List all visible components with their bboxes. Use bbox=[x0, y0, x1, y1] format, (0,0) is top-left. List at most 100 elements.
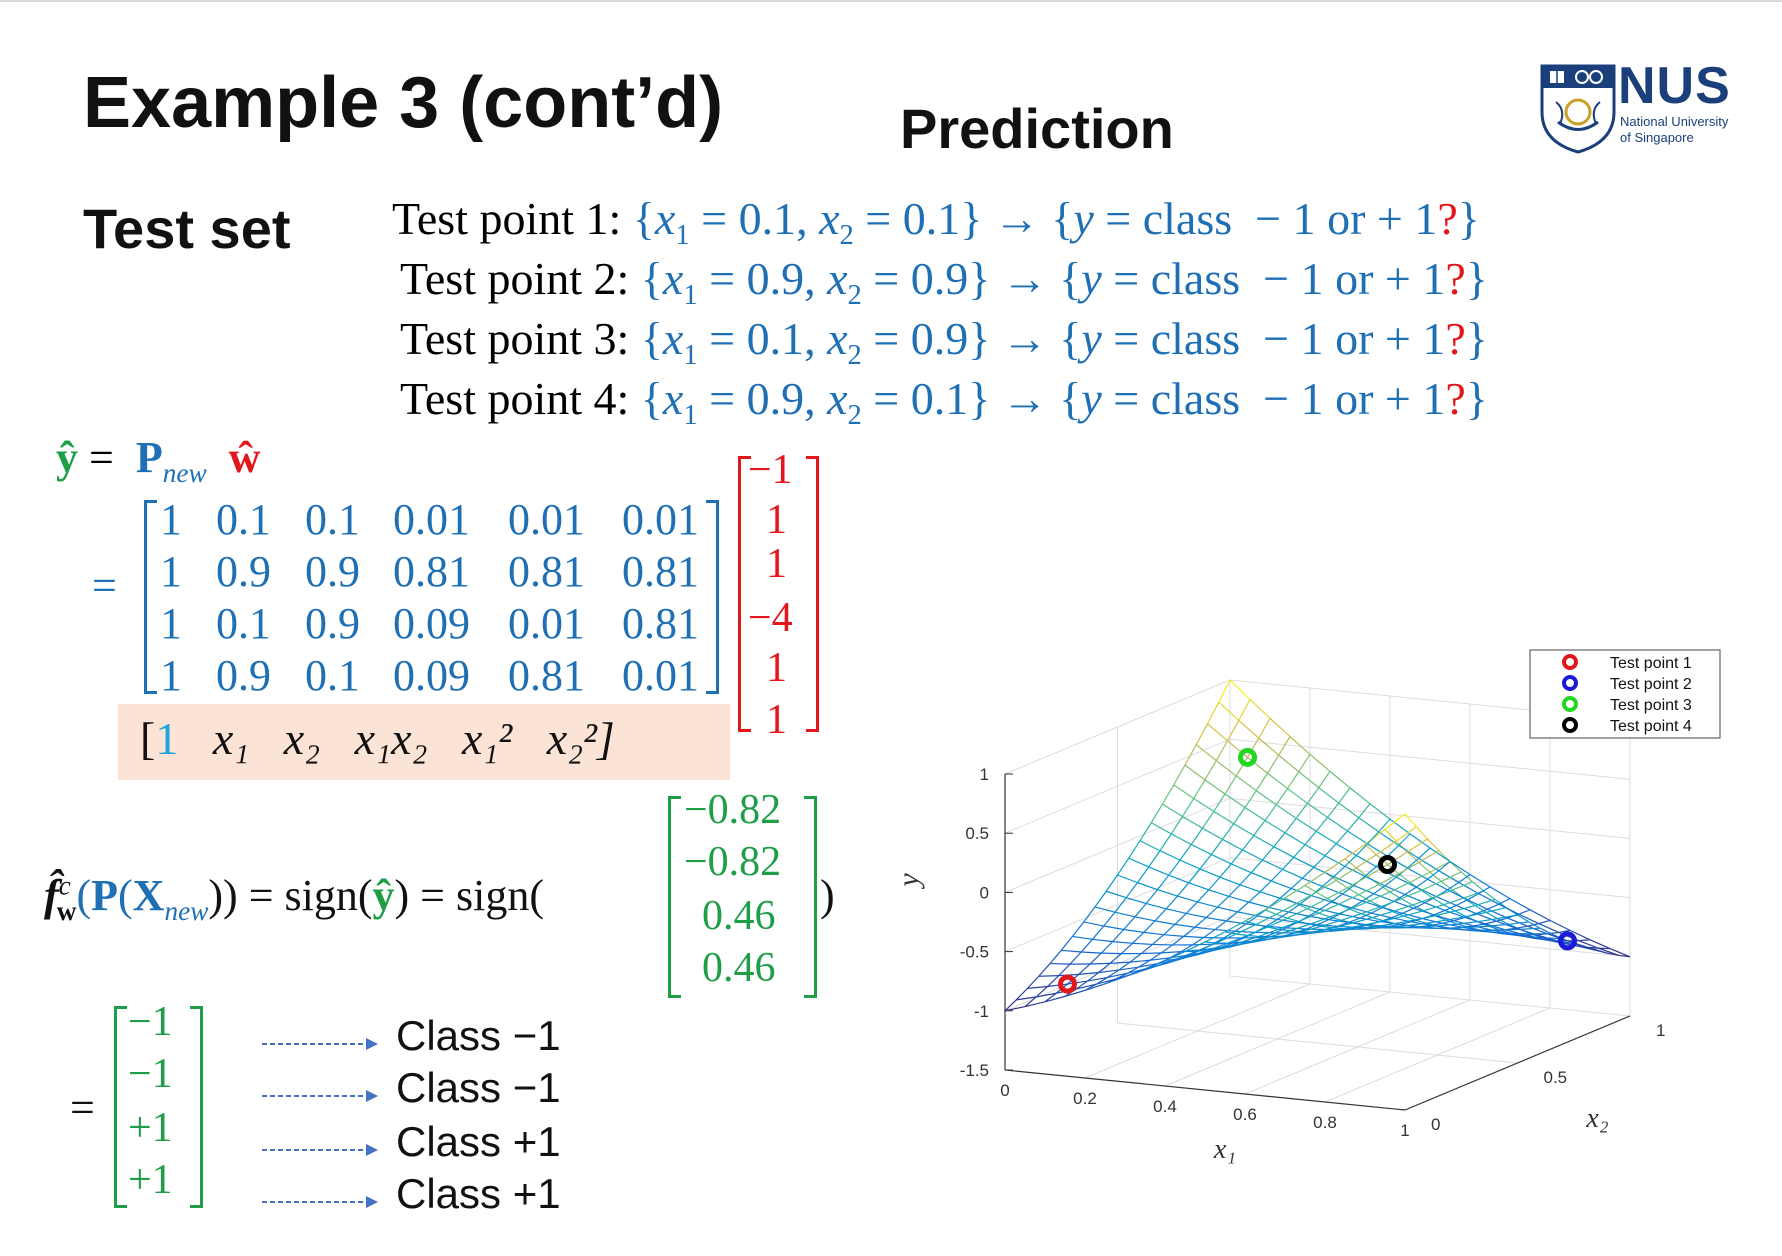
surface-mesh-line bbox=[1248, 901, 1269, 908]
x2-axis-line bbox=[1404, 1015, 1631, 1111]
surface-mesh-line bbox=[1313, 855, 1326, 868]
surface-mesh-line bbox=[1527, 925, 1548, 935]
surface-mesh-line bbox=[1185, 901, 1198, 914]
x1-tick-label: 0.6 bbox=[1233, 1105, 1257, 1124]
surface-mesh-line bbox=[1183, 935, 1204, 939]
P-matrix-cell: 0.01 bbox=[622, 651, 699, 700]
surface-mesh-line bbox=[1177, 882, 1190, 897]
surface-mesh-line bbox=[1216, 933, 1237, 944]
x2-tick-label: 0 bbox=[1431, 1115, 1440, 1134]
surface-mesh-line bbox=[1434, 910, 1456, 917]
surface-mesh-line bbox=[1487, 908, 1508, 919]
surface-mesh-line bbox=[1197, 889, 1210, 903]
surface-mesh-line bbox=[1415, 878, 1428, 888]
surface-mesh-line bbox=[1214, 920, 1227, 931]
class-row: Class −1 bbox=[262, 1012, 582, 1072]
surface-mesh-line bbox=[1307, 897, 1328, 910]
surface-mesh-line bbox=[1446, 915, 1467, 921]
surface-mesh-line bbox=[1166, 908, 1187, 915]
P-matrix-right-bracket bbox=[706, 500, 719, 694]
w-vector-entry: 1 bbox=[766, 645, 787, 691]
test-point-options: − 1 or + 1 bbox=[1263, 373, 1446, 424]
surface-mesh-line bbox=[1343, 924, 1364, 930]
surface-mesh-line bbox=[1215, 760, 1237, 777]
surface-mesh-line bbox=[1311, 894, 1332, 903]
test-point-expression: {x1 = 0.9, x2 = 0.9} → {y = class − 1 or… bbox=[640, 253, 1488, 312]
surface-mesh-line bbox=[1092, 938, 1113, 943]
surface-mesh-line bbox=[1341, 913, 1362, 921]
surface-mesh-line bbox=[1423, 904, 1444, 912]
surface-mesh-line bbox=[1072, 921, 1085, 937]
surface-mesh-line bbox=[1150, 803, 1164, 824]
surface-mesh-line bbox=[1424, 902, 1446, 911]
surface-mesh-line bbox=[1364, 828, 1386, 845]
surface-mesh-line bbox=[1232, 937, 1244, 944]
surface-mesh-line bbox=[1476, 908, 1488, 915]
surface-mesh-line bbox=[1126, 897, 1147, 905]
surface-mesh-line bbox=[1208, 889, 1229, 897]
surface-mesh-line bbox=[1347, 830, 1368, 845]
surface-mesh-line bbox=[1208, 876, 1221, 891]
surface-mesh-line bbox=[1378, 883, 1391, 893]
surface-mesh-line bbox=[1362, 893, 1375, 902]
surface-mesh-line bbox=[1152, 943, 1173, 946]
surface-mesh-line bbox=[1378, 818, 1391, 833]
wall-z-gridline bbox=[1004, 857, 1631, 953]
w-vector-left-bracket bbox=[738, 456, 751, 732]
surface-mesh-line bbox=[1157, 874, 1170, 891]
test-point-class-text: = class bbox=[1101, 253, 1252, 304]
surface-mesh-line bbox=[1328, 913, 1341, 921]
surface-mesh-line bbox=[1367, 864, 1388, 877]
legend-label: Test point 4 bbox=[1610, 718, 1692, 735]
surface-mesh-line bbox=[1393, 894, 1406, 902]
surface-mesh-line bbox=[1273, 846, 1295, 858]
surface-mesh-line bbox=[1246, 737, 1260, 758]
surface-mesh-line bbox=[1453, 916, 1466, 922]
surface-mesh-line bbox=[1342, 885, 1355, 895]
surface-mesh-line bbox=[1069, 951, 1082, 965]
surface-mesh-line bbox=[1242, 835, 1255, 851]
P-matrix-cell: 0.01 bbox=[622, 495, 699, 544]
surface-mesh-line bbox=[1309, 753, 1331, 772]
test-point-y: y bbox=[1081, 313, 1102, 364]
surface-mesh-line bbox=[1549, 919, 1571, 931]
surface-mesh-line bbox=[1247, 926, 1268, 937]
surface-mesh-line bbox=[1487, 903, 1499, 910]
surface-mesh-line bbox=[1237, 901, 1250, 913]
surface-mesh-line bbox=[1128, 857, 1149, 868]
surface-mesh-line bbox=[1268, 906, 1289, 913]
surface-mesh-line bbox=[1491, 931, 1512, 934]
surface-mesh-line bbox=[1373, 885, 1386, 895]
surface-mesh-line bbox=[1349, 900, 1371, 910]
surface-mesh-line bbox=[1415, 886, 1437, 898]
surface-mesh-line bbox=[1163, 934, 1184, 937]
surface-mesh-line bbox=[1035, 986, 1048, 998]
surface-mesh-line bbox=[1335, 843, 1357, 856]
surface-mesh-line bbox=[1162, 803, 1183, 817]
y-tick-label: 0.5 bbox=[965, 824, 989, 843]
x1-axis-line bbox=[1004, 1069, 1406, 1111]
surface-mesh-line bbox=[1459, 928, 1481, 931]
surface-mesh-line bbox=[1333, 865, 1346, 878]
test-set-label: Test set bbox=[83, 197, 291, 260]
surface-mesh-line bbox=[1298, 912, 1319, 923]
surface-mesh-line bbox=[1204, 931, 1226, 943]
surface-mesh-line bbox=[1103, 925, 1124, 931]
surface-mesh-line bbox=[1367, 831, 1380, 845]
surface-mesh-line bbox=[1047, 983, 1068, 988]
nus-logo: NUS National University of Singapore bbox=[1538, 57, 1758, 157]
surface-mesh-line bbox=[1363, 920, 1384, 926]
surface-mesh-line bbox=[1313, 866, 1335, 878]
surface-mesh-line bbox=[1295, 891, 1317, 905]
surface-mesh-line bbox=[1253, 820, 1266, 836]
feature-x2-squared: x₂²] bbox=[546, 713, 615, 764]
P-symbol: P bbox=[135, 433, 163, 482]
surface-mesh-line bbox=[1406, 922, 1427, 927]
surface-mesh-line bbox=[1236, 933, 1248, 937]
surface-mesh-line bbox=[1196, 942, 1217, 952]
surface-mesh-line bbox=[1527, 923, 1539, 927]
surface-mesh-line bbox=[1289, 923, 1311, 932]
surface-mesh-line bbox=[1498, 903, 1520, 915]
surface-mesh-line bbox=[1170, 816, 1184, 835]
close-parens: )) bbox=[208, 871, 238, 920]
